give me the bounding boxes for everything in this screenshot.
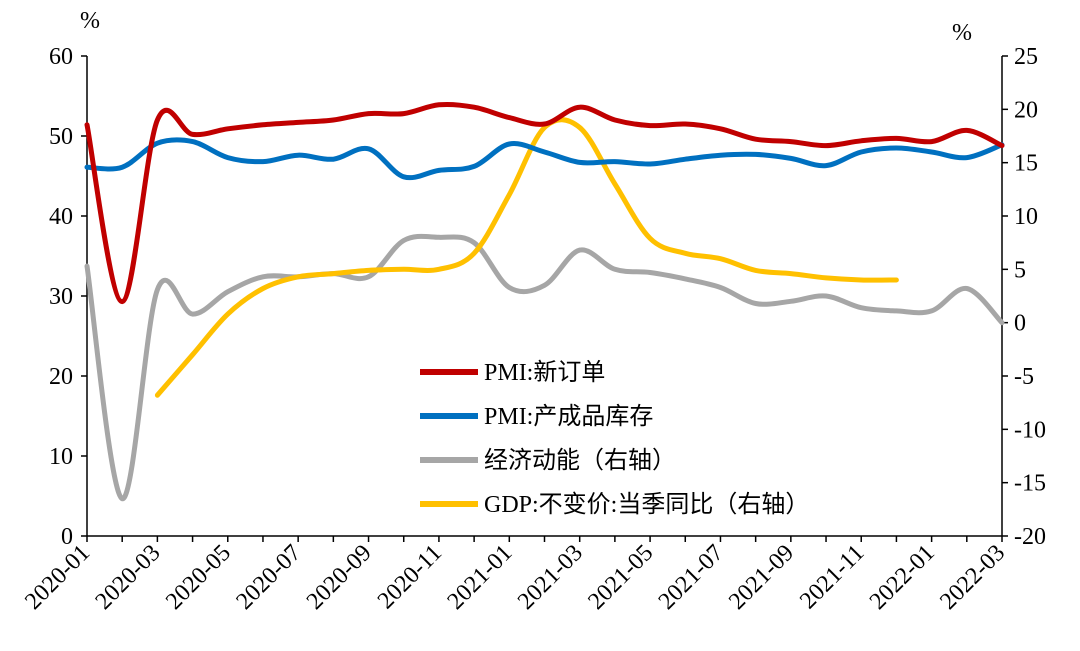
legend-label-pmi-new-orders: PMI:新订单	[484, 359, 605, 386]
series-lines	[84, 101, 1005, 502]
series-line-pmi-new-orders	[84, 101, 1005, 305]
right-y-tick-label: -5	[1014, 364, 1034, 390]
left-y-tick-label: 50	[49, 124, 73, 150]
right-axis-unit: %	[952, 20, 972, 46]
x-tick-label: 2020-07	[231, 540, 306, 615]
right-y-tick-label: -20	[1014, 524, 1046, 550]
x-tick-label: 2020-03	[91, 540, 166, 615]
x-tick-label: 2021-09	[724, 540, 799, 615]
right-y-tick-label: 25	[1014, 44, 1038, 70]
series-line-economic-momentum	[84, 233, 1005, 502]
x-tick-label: 2021-01	[443, 540, 518, 615]
x-tick-label: 2022-03	[935, 540, 1010, 615]
right-y-tick-label: -10	[1014, 417, 1046, 443]
right-y-tick-label: 20	[1014, 97, 1038, 123]
left-axis-unit: %	[80, 8, 100, 34]
legend-label-economic-momentum: 经济动能（右轴）	[484, 447, 676, 474]
x-tick-label: 2021-03	[513, 540, 588, 615]
legend-label-pmi-finished-goods-inventory: PMI:产成品库存	[484, 403, 653, 430]
left-y-tick-label: 20	[49, 364, 73, 390]
x-tick-label: 2020-01	[20, 540, 95, 615]
x-tick-label: 2020-11	[373, 540, 447, 614]
left-y-tick-label: 10	[49, 444, 73, 470]
left-y-tick-label: 60	[49, 44, 73, 70]
axes: 0 10 20 30 40 50 60 -20 -15 -10 -5 0 5 10 15 20 25 2020-0…	[20, 44, 1046, 615]
right-y-tick-label: 5	[1014, 257, 1026, 283]
left-y-tick-label: 40	[49, 204, 73, 230]
left-y-tick-label: 0	[61, 524, 73, 550]
x-tick-label: 2020-05	[161, 540, 236, 615]
legend-label-gdp-yoy: GDP:不变价:当季同比（右轴）	[484, 491, 809, 518]
x-tick-label: 2022-01	[865, 540, 940, 615]
series-line-gdp-yoy	[154, 117, 899, 398]
right-y-tick-label: 15	[1014, 151, 1038, 177]
series-line-pmi-finished-goods-inventory	[84, 137, 1005, 181]
x-tick-label: 2020-09	[302, 540, 377, 615]
x-tick-label: 2021-07	[654, 540, 729, 615]
right-y-tick-label: 0	[1014, 311, 1026, 337]
right-y-tick-label: -15	[1014, 471, 1046, 497]
right-y-tick-label: 10	[1014, 204, 1038, 230]
x-tick-label: 2021-11	[795, 540, 869, 614]
left-y-tick-label: 30	[49, 284, 73, 310]
x-tick-label: 2021-05	[583, 540, 658, 615]
